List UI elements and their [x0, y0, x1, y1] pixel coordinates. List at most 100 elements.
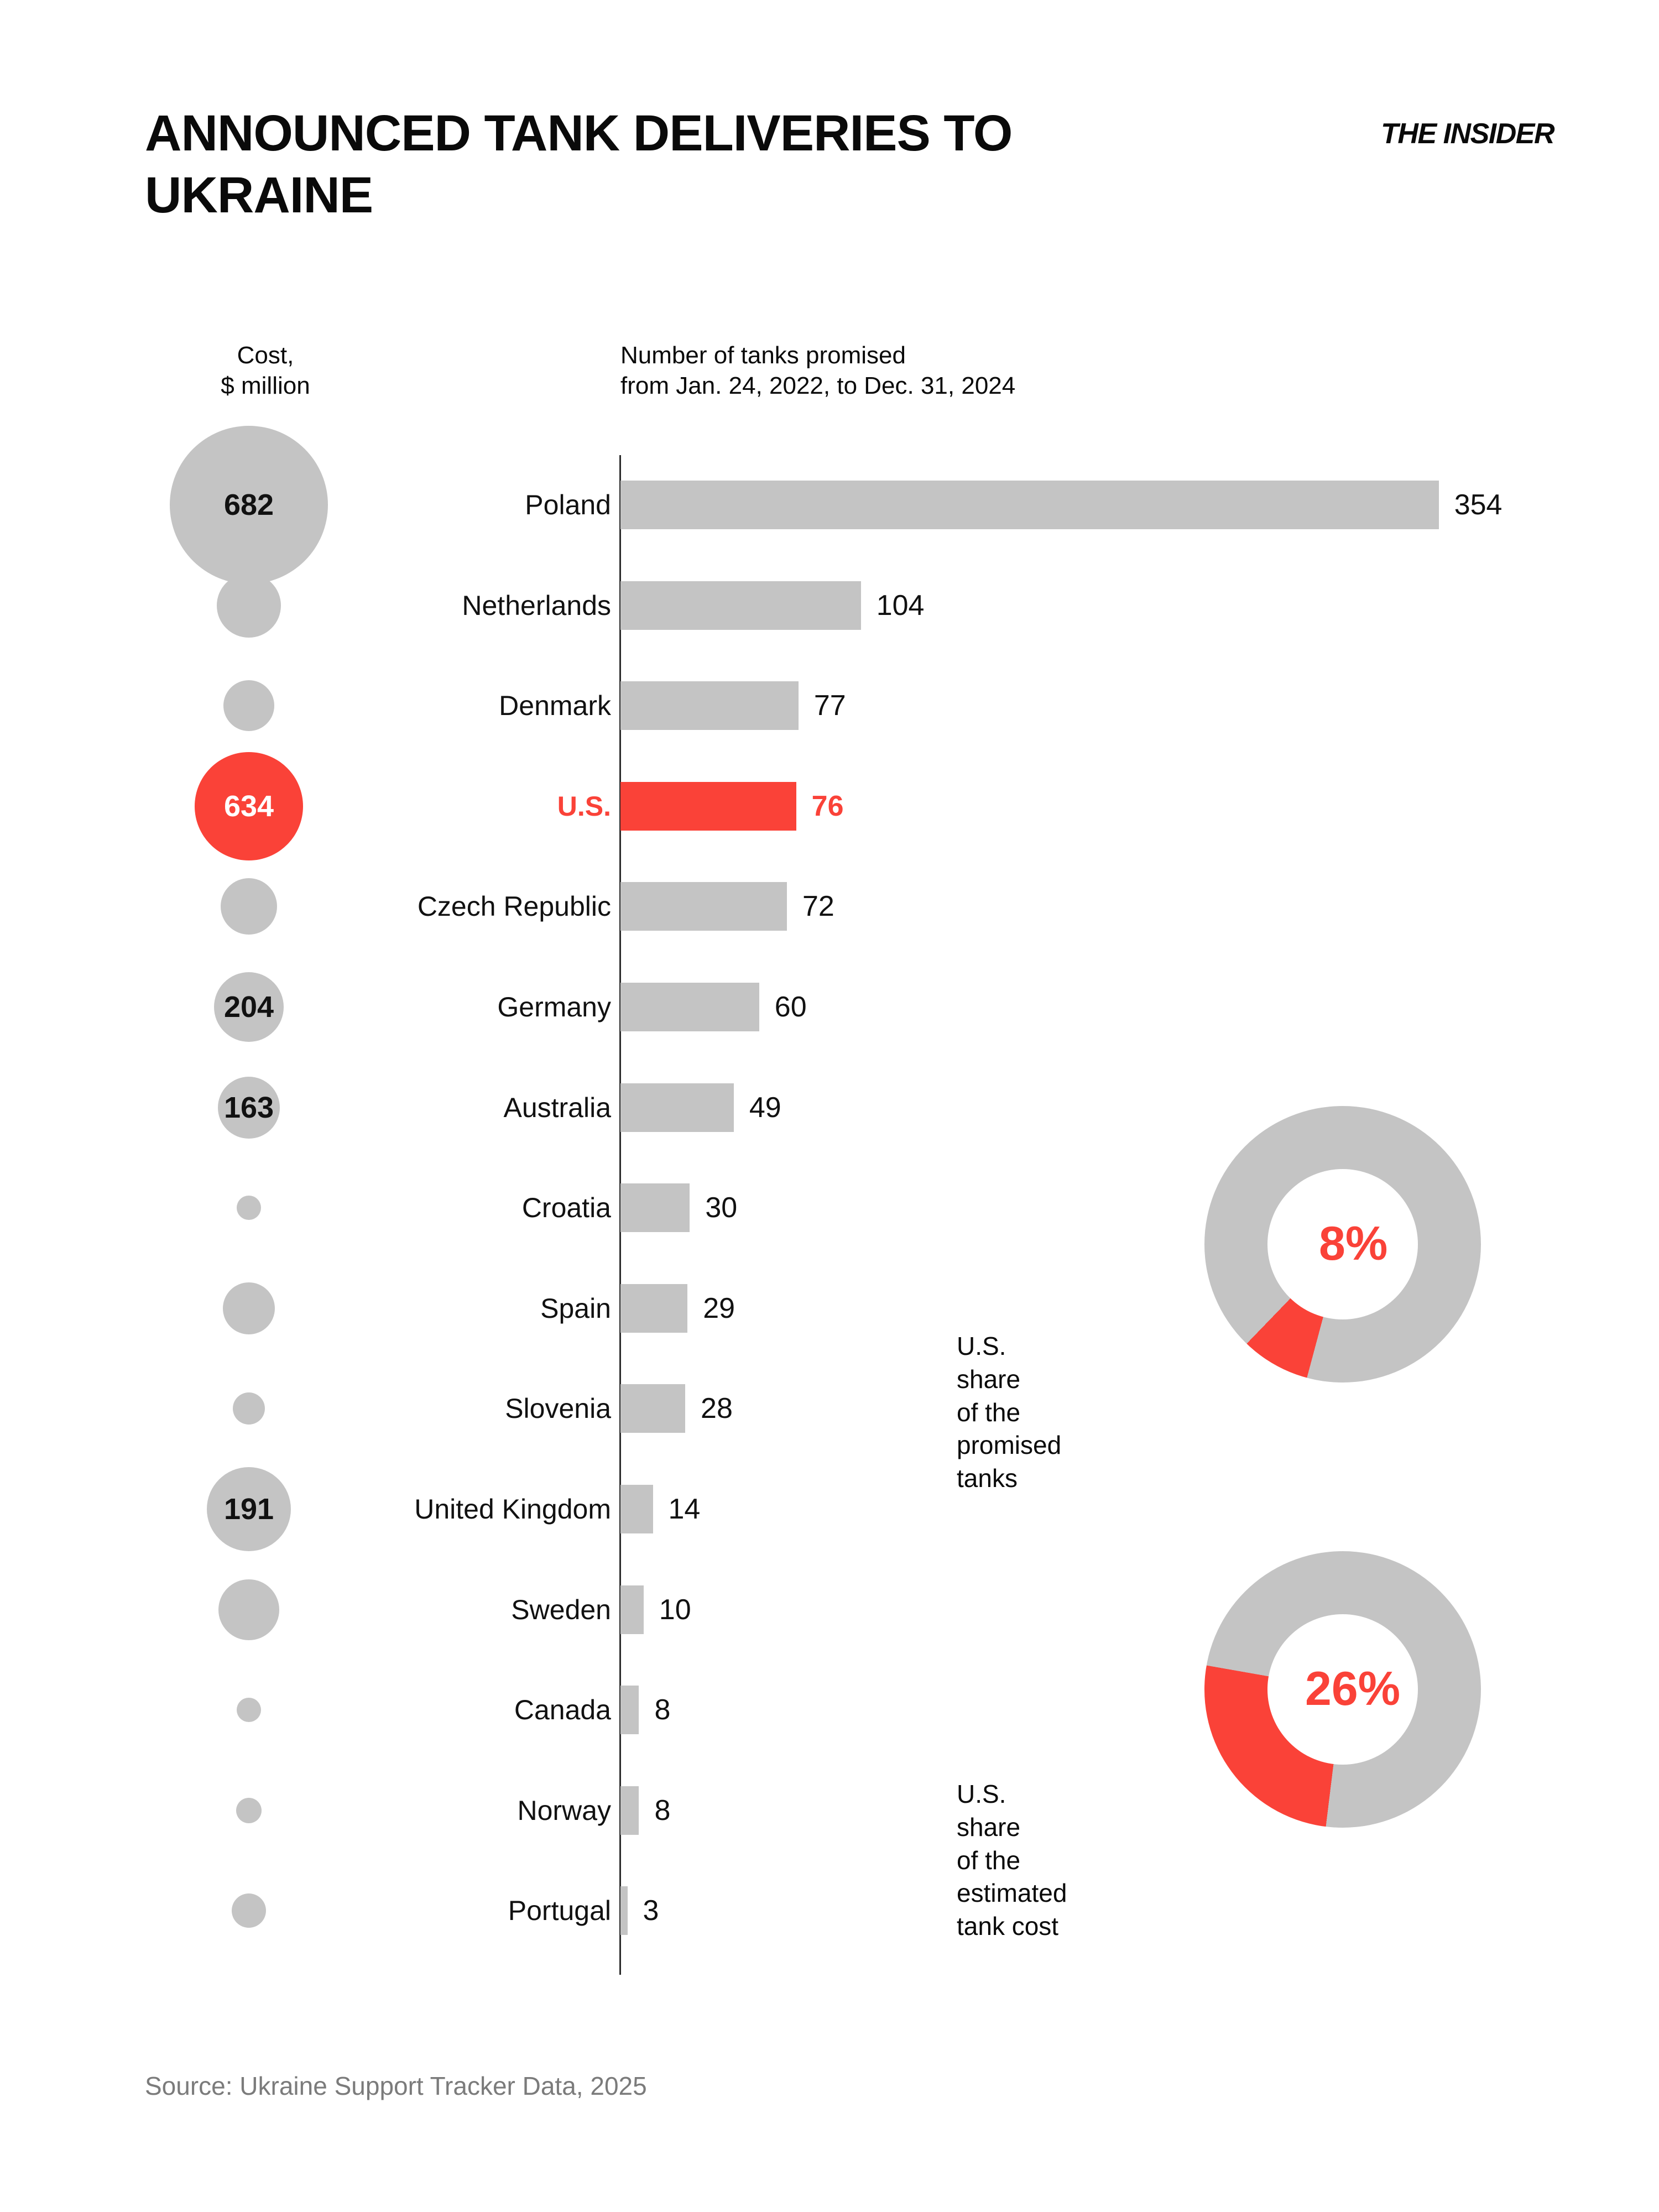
- table-row: Slovenia 28: [0, 1359, 1659, 1458]
- country-label: Germany: [497, 992, 611, 1022]
- cost-bubble-cell: [166, 1259, 332, 1358]
- country-label: Sweden: [511, 1594, 611, 1625]
- cost-bubble-cell: 191: [166, 1459, 332, 1559]
- cost-bubble-cell: [166, 1560, 332, 1660]
- tank-count-value: 29: [703, 1292, 735, 1324]
- donut-hole: [1267, 1614, 1418, 1765]
- tank-count-value: 354: [1454, 489, 1503, 521]
- tank-count-bar: [620, 1886, 628, 1936]
- cost-bubble: 204: [214, 972, 284, 1042]
- tank-count-value: 72: [802, 890, 834, 923]
- country-label: Norway: [517, 1794, 611, 1826]
- cost-bubble-cell: 634: [166, 752, 332, 860]
- cost-bubble-value: 634: [223, 789, 274, 823]
- country-label: Australia: [503, 1092, 611, 1123]
- table-row: Croatia 30: [0, 1158, 1659, 1258]
- cost-bubble-cell: [166, 1660, 332, 1760]
- cost-bubble-value: 191: [223, 1493, 274, 1526]
- cost-bubble-cell: [166, 1158, 332, 1258]
- tank-count-bar: [620, 481, 1439, 529]
- tank-count-bar: [620, 781, 796, 831]
- table-row: 682 Poland 354: [0, 426, 1659, 584]
- donut-hole: [1267, 1169, 1418, 1319]
- country-label: Poland: [525, 489, 611, 520]
- tank-count-bar: [620, 581, 861, 630]
- tank-count-value: 60: [774, 991, 807, 1023]
- table-row: Norway 8: [0, 1761, 1659, 1860]
- cost-bubble: [232, 1893, 266, 1928]
- cost-bubble-cell: [166, 1861, 332, 1960]
- tank-count-bar: [620, 983, 759, 1031]
- donut-percent-label: 8%: [1319, 1217, 1388, 1270]
- tank-count-bar: [620, 1686, 639, 1735]
- country-label: United Kingdom: [414, 1494, 611, 1525]
- cost-bubble: [217, 573, 281, 638]
- cost-bubble: [237, 1196, 261, 1220]
- country-label: Spain: [540, 1292, 611, 1324]
- donut-ring: [1204, 1106, 1481, 1383]
- table-row: Canada 8: [0, 1660, 1659, 1760]
- tank-count-bar: [620, 681, 799, 731]
- country-label: Denmark: [499, 690, 611, 722]
- tank-count-value: 77: [813, 690, 846, 722]
- cost-bubble: [237, 1698, 261, 1723]
- cost-bubble-cell: [166, 1761, 332, 1860]
- tank-count-bar: [620, 1284, 688, 1333]
- tank-count-value: 28: [701, 1392, 733, 1425]
- tank-count-bar: [620, 1786, 639, 1835]
- cost-bubble: 163: [218, 1076, 280, 1139]
- cost-bubble-cell: 163: [166, 1058, 332, 1157]
- donut-caption: U.S. share of the estimated tank cost: [957, 1780, 1067, 1941]
- cost-bubble: 191: [207, 1467, 291, 1551]
- tank-count-bar: [620, 1485, 653, 1533]
- table-row: Czech Republic 72: [0, 857, 1659, 956]
- tank-count-value: 10: [659, 1593, 691, 1626]
- cost-bubble-value: 682: [223, 488, 274, 521]
- cost-bubble-cell: [166, 556, 332, 655]
- table-row: 163 Australia 49: [0, 1058, 1659, 1157]
- cost-bubble: 634: [195, 752, 303, 860]
- cost-bubble-cell: [166, 1359, 332, 1458]
- cost-bubble-cell: 682: [166, 426, 332, 584]
- cost-bubble: [233, 1392, 265, 1425]
- donut-ring: [1204, 1551, 1481, 1828]
- cost-bubble-cell: [166, 857, 332, 956]
- brand-logo: THE INSIDER: [1381, 118, 1554, 150]
- cost-column-header: Cost, $ million: [221, 342, 310, 400]
- table-row: 634 U.S. 76: [0, 752, 1659, 860]
- table-row: Spain 29: [0, 1259, 1659, 1358]
- table-row: Netherlands 104: [0, 556, 1659, 655]
- tank-count-bar: [620, 882, 787, 931]
- tank-count-bar: [620, 1585, 644, 1634]
- tank-count-value: 3: [643, 1895, 659, 1927]
- country-label: Slovenia: [505, 1393, 611, 1425]
- cost-bubble-cell: 204: [166, 957, 332, 1057]
- country-label: Canada: [514, 1694, 611, 1726]
- cost-bubble: [223, 1282, 275, 1334]
- tank-count-value: 8: [654, 1694, 671, 1726]
- table-row: Sweden 10: [0, 1560, 1659, 1660]
- cost-bubble: [218, 1579, 279, 1640]
- country-label: U.S.: [557, 790, 611, 822]
- cost-bubble-value: 163: [223, 1091, 274, 1124]
- cost-bubble-cell: [166, 656, 332, 755]
- cost-bubble-value: 204: [223, 990, 274, 1024]
- country-label: Netherlands: [462, 589, 611, 621]
- table-row: Denmark 77: [0, 656, 1659, 755]
- country-label: Portugal: [508, 1895, 611, 1927]
- donut-percent-label: 26%: [1305, 1662, 1401, 1715]
- tank-count-bar: [620, 1083, 734, 1132]
- cost-bubble: [236, 1797, 262, 1823]
- tanks-column-header: Number of tanks promised from Jan. 24, 2…: [620, 342, 1016, 400]
- tank-count-value: 49: [749, 1091, 781, 1124]
- country-label: Croatia: [521, 1192, 611, 1224]
- tank-count-value: 30: [705, 1192, 738, 1224]
- page-title: ANNOUNCED TANK DELIVERIES TO UKRAINE: [145, 105, 1013, 224]
- tank-count-value: 76: [811, 790, 844, 822]
- tank-count-value: 104: [876, 589, 925, 622]
- cost-bubble: [223, 680, 274, 732]
- cost-bubble: [221, 878, 277, 935]
- tank-count-value: 14: [668, 1493, 701, 1525]
- tank-count-bar: [620, 1183, 690, 1233]
